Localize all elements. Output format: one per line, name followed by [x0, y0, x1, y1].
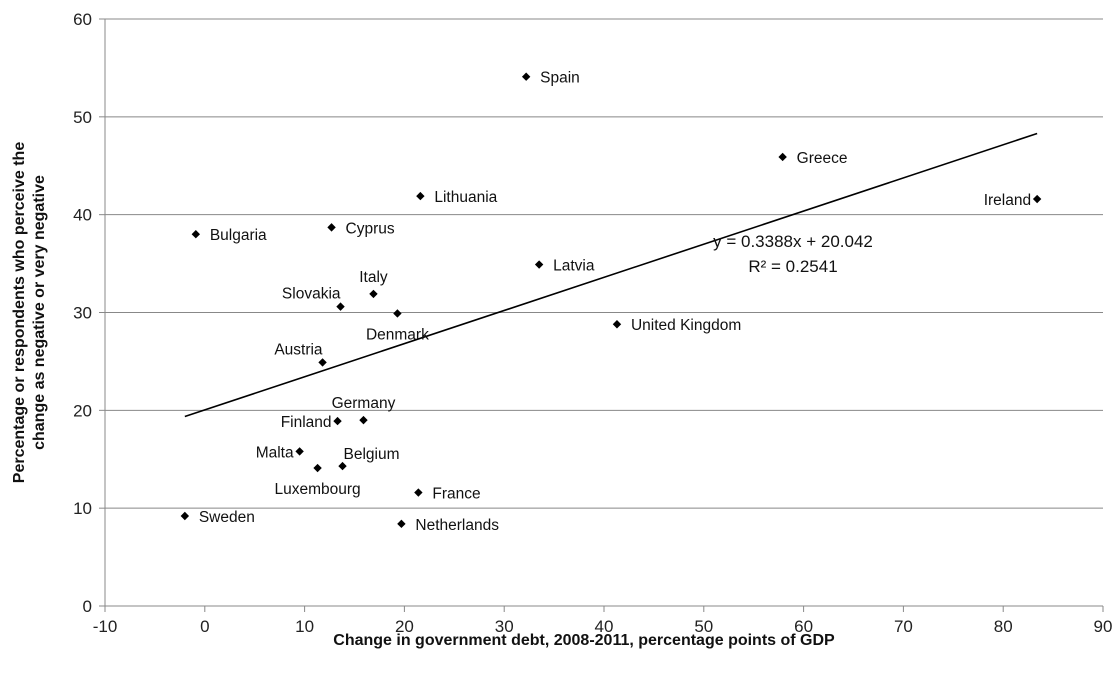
label-belgium: Belgium: [344, 446, 400, 463]
y-tick-label-6: 60: [73, 10, 92, 29]
label-ireland: Ireland: [984, 192, 1031, 209]
label-greece: Greece: [797, 150, 848, 167]
point-austria: [318, 358, 327, 367]
trendline: [184, 132, 1038, 418]
y-tick-label-5: 50: [73, 108, 92, 127]
label-latvia: Latvia: [553, 258, 595, 275]
point-france: [414, 488, 423, 497]
label-bulgaria: Bulgaria: [210, 227, 267, 244]
label-netherlands: Netherlands: [415, 517, 499, 534]
x-tick-label-7: 60: [794, 617, 813, 636]
label-spain: Spain: [540, 70, 580, 87]
label-lithuania: Lithuania: [434, 189, 497, 206]
point-finland: [333, 416, 342, 426]
y-tick-label-0: 0: [83, 597, 92, 616]
trendline-equation: y = 0.3388x + 20.042: [713, 232, 873, 251]
y-tick-label-2: 20: [73, 401, 92, 420]
label-sweden: Sweden: [199, 509, 255, 526]
point-greece: [778, 152, 787, 162]
point-luxembourg: [313, 463, 322, 473]
x-tick-label-10: 90: [1094, 617, 1113, 636]
point-germany: [359, 415, 368, 425]
label-finland: Finland: [281, 414, 332, 431]
label-luxembourg: Luxembourg: [274, 481, 360, 498]
x-tick-label-0: -10: [93, 617, 118, 636]
x-tick-label-1: 0: [200, 617, 209, 636]
point-cyprus: [327, 223, 336, 232]
y-tick-label-1: 10: [73, 499, 92, 518]
label-denmark: Denmark: [366, 326, 429, 343]
point-bulgaria: [191, 230, 201, 239]
label-germany: Germany: [332, 395, 396, 412]
data-points: [180, 72, 1042, 529]
point-sweden: [180, 511, 190, 521]
point-lithuania: [416, 191, 425, 201]
x-tick-label-2: 10: [295, 617, 314, 636]
x-axis-ticks: -10 0 10 20 30 40 50 60 70 80 90: [93, 606, 1113, 636]
x-axis-title: Change in government debt, 2008-2011, pe…: [333, 632, 835, 649]
label-slovakia: Slovakia: [282, 286, 341, 303]
point-labels: Spain Greece Lithuania Ireland Bulgaria Cypru…: [199, 70, 1031, 534]
y-tick-label-4: 40: [73, 206, 92, 225]
label-italy: Italy: [359, 269, 388, 286]
point-spain: [521, 72, 531, 81]
x-tick-label-3: 20: [395, 617, 414, 636]
x-tick-label-5: 40: [595, 617, 614, 636]
y-axis-title-line-2: change as negative or very negative: [31, 175, 48, 450]
trendline-r-squared: R² = 0.2541: [748, 257, 837, 276]
point-belgium: [338, 461, 347, 471]
point-denmark: [393, 309, 402, 318]
point-malta: [295, 447, 304, 456]
y-tick-label-3: 30: [73, 304, 92, 323]
point-netherlands: [397, 519, 406, 529]
x-tick-label-8: 70: [894, 617, 913, 636]
label-malta: Malta: [256, 444, 294, 461]
label-united-kingdom: United Kingdom: [631, 317, 741, 334]
grid-lines: [105, 18, 1103, 509]
label-france: France: [432, 486, 480, 503]
label-austria: Austria: [274, 341, 323, 358]
point-united-kingdom: [612, 320, 622, 329]
point-italy: [369, 289, 378, 299]
y-axis-title-line-1: Percentage or respondents who perceive t…: [11, 142, 28, 484]
x-tick-label-4: 30: [495, 617, 514, 636]
y-axis-ticks: 0 10 20 30 40 50 60: [73, 10, 105, 616]
label-cyprus: Cyprus: [346, 220, 395, 237]
point-slovakia: [336, 302, 345, 311]
x-tick-label-6: 50: [694, 617, 713, 636]
point-ireland: [1032, 194, 1042, 204]
point-latvia: [534, 260, 544, 269]
x-tick-label-9: 80: [994, 617, 1013, 636]
y-axis-title: Percentage or respondents who perceive t…: [11, 142, 48, 484]
